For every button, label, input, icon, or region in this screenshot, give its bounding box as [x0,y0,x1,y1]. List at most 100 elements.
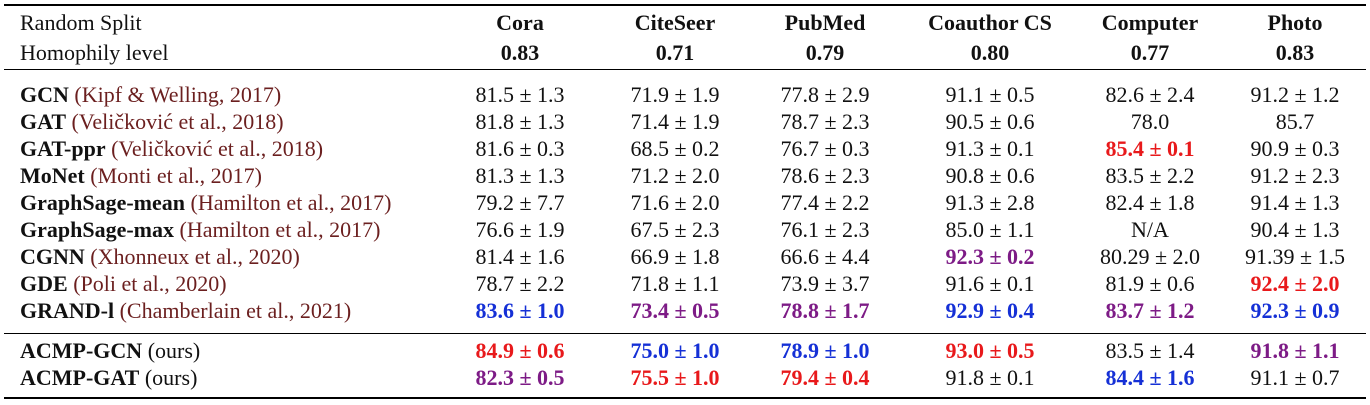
score-cell: 85.7 [1275,109,1315,134]
score-cell: 71.8 ± 1.1 [630,271,720,296]
score-cell: 83.6 ± 1.0 [475,298,565,323]
score-cell: 68.5 ± 0.2 [630,136,720,161]
score-cell: 83.5 ± 2.2 [1105,163,1195,188]
model-cell: CGNN (Xhonneux et al., 2020) [0,243,440,270]
score-cell: 76.1 ± 2.3 [780,217,870,242]
model-name: ACMP-GCN [20,338,143,363]
score-cell: 78.7 ± 2.3 [780,109,870,134]
model-citation: (Chamberlain et al., 2021) [119,298,352,323]
header-row-datasets: Random Split Cora CiteSeer PubMed Coauth… [0,8,1370,38]
model-name: GDE [20,271,68,296]
baseline-rows: GCN (Kipf & Welling, 2017) 81.5 ± 1.3 71.9… [0,81,1370,324]
score-cell: 91.39 ± 1.5 [1244,244,1346,269]
table-row: GraphSage-max (Hamilton et al., 2017) 76.… [0,216,1370,243]
model-citation: (Monti et al., 2017) [90,163,262,188]
model-cell: GraphSage-mean (Hamilton et al., 2017) [0,189,440,216]
model-cell: ACMP-GCN (ours) [0,337,440,364]
table-row: ACMP-GCN (ours) 84.9 ± 0.6 75.0 ± 1.0 78.9 … [0,337,1370,364]
score-cell: 67.5 ± 2.3 [630,217,720,242]
table-row: GRAND-l (Chamberlain et al., 2021) 83.6 ±… [0,297,1370,324]
dataset-name: Photo [1267,10,1323,35]
model-name: GAT [20,109,67,134]
score-cell: 81.9 ± 0.6 [1105,271,1195,296]
score-cell: 71.9 ± 1.9 [630,82,720,107]
score-cell: 91.2 ± 2.3 [1250,163,1340,188]
model-cell: MoNet (Monti et al., 2017) [0,162,440,189]
results-table: Random Split Cora CiteSeer PubMed Coauth… [0,8,1370,391]
score-cell: 73.9 ± 3.7 [780,271,870,296]
model-name: GraphSage-max [20,217,174,242]
score-cell: 92.9 ± 0.4 [945,298,1035,323]
table-row: GDE (Poli et al., 2020) 78.7 ± 2.2 71.8 ± … [0,270,1370,297]
table-row: GAT (Veličković et al., 2018) 81.8 ± 1.3 7… [0,108,1370,135]
score-cell: 77.4 ± 2.2 [780,190,870,215]
model-cell: GCN (Kipf & Welling, 2017) [0,81,440,108]
dataset-name: PubMed [784,10,866,35]
score-cell: 81.5 ± 1.3 [475,82,565,107]
score-cell: 80.29 ± 2.0 [1099,244,1201,269]
dataset-name: Coauthor CS [928,10,1052,35]
score-cell: 91.3 ± 2.8 [945,190,1035,215]
score-cell: 77.8 ± 2.9 [780,82,870,107]
score-cell: 93.0 ± 0.5 [945,338,1035,363]
score-cell: 79.4 ± 0.4 [780,365,870,390]
homophily-value: 0.71 [655,40,695,65]
score-cell: 81.8 ± 1.3 [475,109,565,134]
model-cell: GAT-ppr (Veličković et al., 2018) [0,135,440,162]
split-label: Random Split [20,10,142,35]
bottom-rule [4,397,1366,399]
table-row: ACMP-GAT (ours) 82.3 ± 0.5 75.5 ± 1.0 79.4 … [0,364,1370,391]
score-cell: 78.9 ± 1.0 [780,338,870,363]
model-cell: GAT (Veličković et al., 2018) [0,108,440,135]
model-name: CGNN [20,244,85,269]
score-cell: 91.4 ± 1.3 [1250,190,1340,215]
homophily-value: 0.83 [1275,40,1315,65]
score-cell: 81.3 ± 1.3 [475,163,565,188]
model-citation: (Veličković et al., 2018) [111,136,324,161]
score-cell: 73.4 ± 0.5 [630,298,720,323]
model-name: MoNet [20,163,85,188]
model-name: GCN [20,82,69,107]
top-rule [4,4,1366,6]
header-rule [4,69,1366,70]
score-cell: 91.3 ± 0.1 [945,136,1035,161]
score-cell: 76.6 ± 1.9 [475,217,565,242]
dataset-name: CiteSeer [634,10,716,35]
ours-rule [4,333,1366,334]
homophily-value: 0.80 [970,40,1010,65]
score-cell: 82.3 ± 0.5 [475,365,565,390]
score-cell: 81.4 ± 1.6 [475,244,565,269]
model-name: GAT-ppr [20,136,106,161]
score-cell: 91.1 ± 0.7 [1250,365,1340,390]
score-cell: 79.2 ± 7.7 [475,190,565,215]
model-cell: GRAND-l (Chamberlain et al., 2021) [0,297,440,324]
score-cell: N/A [1131,217,1169,242]
score-cell: 82.6 ± 2.4 [1105,82,1195,107]
score-cell: 84.9 ± 0.6 [475,338,565,363]
homophily-label: Homophily level [20,40,169,65]
model-name: GRAND-l [20,298,115,323]
score-cell: 90.5 ± 0.6 [945,109,1035,134]
table-row: MoNet (Monti et al., 2017) 81.3 ± 1.3 71.2… [0,162,1370,189]
table-row: CGNN (Xhonneux et al., 2020) 81.4 ± 1.6 66… [0,243,1370,270]
score-cell: 82.4 ± 1.8 [1105,190,1195,215]
score-cell: 78.0 [1130,109,1170,134]
score-cell: 75.0 ± 1.0 [630,338,720,363]
score-cell: 71.4 ± 1.9 [630,109,720,134]
table-row: GAT-ppr (Veličković et al., 2018) 81.6 ± … [0,135,1370,162]
model-cell: GDE (Poli et al., 2020) [0,270,440,297]
score-cell: 91.1 ± 0.5 [945,82,1035,107]
model-citation: (ours) [147,338,201,363]
score-cell: 83.5 ± 1.4 [1105,338,1195,363]
dataset-name: Cora [496,10,544,35]
ours-rows: ACMP-GCN (ours) 84.9 ± 0.6 75.0 ± 1.0 78.9 … [0,337,1370,391]
score-cell: 66.9 ± 1.8 [630,244,720,269]
score-cell: 91.8 ± 1.1 [1250,338,1340,363]
score-cell: 78.6 ± 2.3 [780,163,870,188]
score-cell: 81.6 ± 0.3 [475,136,565,161]
model-citation: (ours) [144,365,198,390]
model-cell: ACMP-GAT (ours) [0,364,440,391]
dataset-name: Computer [1101,10,1199,35]
score-cell: 85.0 ± 1.1 [945,217,1035,242]
